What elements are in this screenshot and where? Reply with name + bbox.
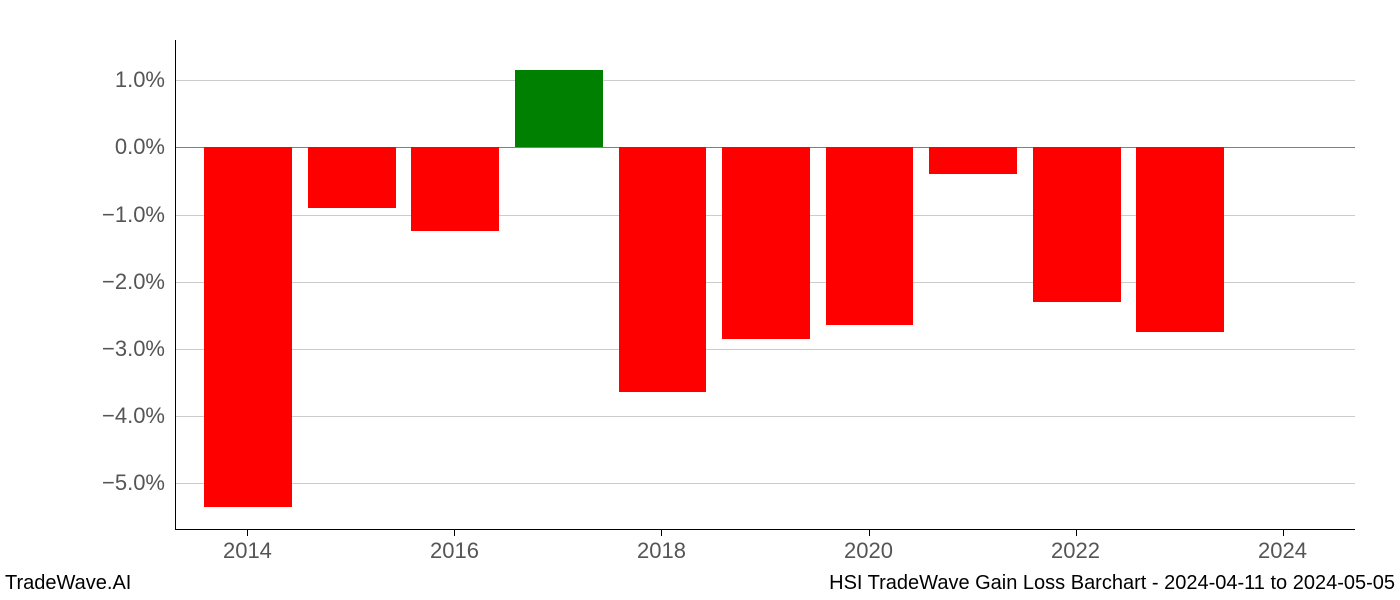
- gridline: [176, 80, 1355, 81]
- bar: [515, 70, 603, 147]
- gridline: [176, 416, 1355, 417]
- bar: [1033, 147, 1121, 301]
- x-tick-label: 2022: [1051, 538, 1100, 564]
- y-tick-label: −2.0%: [102, 269, 165, 295]
- x-tick-label: 2014: [223, 538, 272, 564]
- bar: [722, 147, 810, 338]
- gain-loss-barchart: TradeWave.AI HSI TradeWave Gain Loss Bar…: [0, 0, 1400, 600]
- y-tick-label: 1.0%: [115, 67, 165, 93]
- bar: [411, 147, 499, 231]
- x-tick-label: 2018: [637, 538, 686, 564]
- x-tick-label: 2020: [844, 538, 893, 564]
- bar: [204, 147, 292, 506]
- y-tick-label: −5.0%: [102, 470, 165, 496]
- gridline: [176, 349, 1355, 350]
- x-tick-mark: [247, 530, 248, 536]
- x-tick-mark: [1283, 530, 1284, 536]
- x-tick-mark: [454, 530, 455, 536]
- gridline: [176, 483, 1355, 484]
- x-tick-mark: [1076, 530, 1077, 536]
- bar: [1136, 147, 1224, 332]
- bar: [619, 147, 707, 392]
- plot-area: [175, 40, 1355, 530]
- x-tick-mark: [869, 530, 870, 536]
- footer-title: HSI TradeWave Gain Loss Barchart - 2024-…: [829, 572, 1395, 595]
- x-tick-mark: [661, 530, 662, 536]
- y-tick-label: −1.0%: [102, 202, 165, 228]
- footer-brand: TradeWave.AI: [5, 572, 131, 595]
- bar: [826, 147, 914, 325]
- bar: [308, 147, 396, 207]
- y-tick-label: −3.0%: [102, 336, 165, 362]
- bar: [929, 147, 1017, 174]
- x-tick-label: 2016: [430, 538, 479, 564]
- x-tick-label: 2024: [1258, 538, 1307, 564]
- y-tick-label: 0.0%: [115, 134, 165, 160]
- y-tick-label: −4.0%: [102, 403, 165, 429]
